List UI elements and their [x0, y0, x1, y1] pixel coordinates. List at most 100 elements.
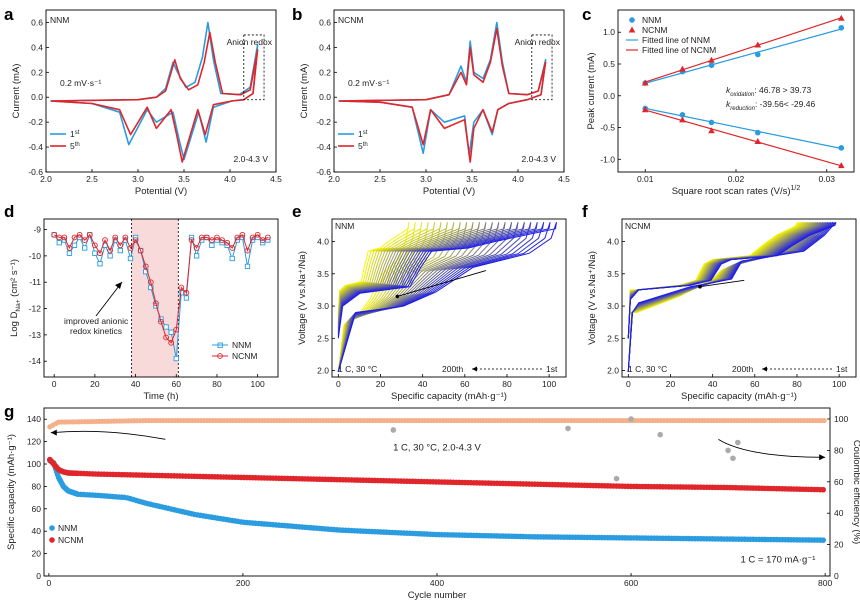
point-NCNM — [107, 247, 113, 254]
ce-outlier-point — [735, 439, 741, 446]
panel-label-a: a — [4, 5, 14, 24]
point-NCNM — [147, 279, 154, 286]
point-NCNM — [97, 250, 103, 257]
profile-cycle — [337, 222, 423, 372]
ce-outlier-point — [628, 416, 634, 422]
legend-sup-5th: th — [363, 142, 368, 148]
x-axis-label: Square root scan rates (V/s)1/2 — [672, 185, 801, 197]
point-NNM — [183, 295, 190, 301]
legend-label-ncnm: NCNM — [58, 535, 84, 545]
y-axis-label: Voltage (V vs.Na⁺/Na) — [587, 251, 598, 345]
point-NCNM — [51, 231, 58, 238]
profile-cycle — [337, 222, 410, 372]
point-NCNM — [137, 247, 144, 254]
y2-axis-label: Coulombic efficiency (%) — [851, 440, 860, 544]
profile-cycle — [337, 222, 448, 372]
y-tick-label: -10 — [29, 251, 42, 261]
peak-current-chart: 0.01 0.02 0.03 -1.0 -0.5 0.0 0.5 1.0 Square root… — [586, 9, 855, 197]
point-NCNM — [163, 334, 169, 341]
x-tick-label: 2.5 — [374, 174, 386, 184]
point-NNM — [97, 261, 103, 267]
y2-tick-label: 0 — [834, 571, 839, 581]
y-axis-label: Voltage (V vs.Na⁺/Na) — [297, 251, 308, 345]
fit-line-NCNM-oxidation — [645, 17, 842, 83]
point-NCNM — [224, 239, 230, 246]
capacity-point-nnm — [820, 537, 827, 543]
y-tick-label: 3.0 — [607, 301, 619, 311]
point-NCNM — [837, 162, 845, 169]
voltage-profile-nnm: 0 20 40 60 80 100 2.0 2.5 3.0 3.5 4.0 Specific capa… — [297, 218, 567, 402]
y-tick-label: 2.0 — [317, 366, 329, 376]
point-NCNM — [183, 289, 190, 296]
last-cycle-label: 200th — [732, 364, 754, 374]
point-NNM — [754, 129, 761, 136]
legend-label-1st: 1st — [70, 129, 80, 139]
y2-tick-label: 20 — [834, 540, 844, 550]
k-oxidation-sub: oxidation — [730, 92, 755, 98]
x-tick-label: 60 — [460, 379, 470, 389]
x-tick-label: 4.0 — [224, 174, 236, 184]
y-tick-label: 20 — [32, 549, 42, 559]
y-tick-label: -9 — [33, 225, 41, 235]
arrow-to-left-axis-head — [50, 429, 57, 436]
point-NNM — [754, 51, 761, 58]
legend-marker-nnm — [49, 525, 55, 531]
plot-frame — [331, 218, 567, 378]
point-NCNM — [249, 234, 256, 241]
y-tick-label: -0.6 — [316, 167, 331, 177]
arrow-to-right-axis — [718, 438, 826, 458]
x-tick-label: 40 — [418, 379, 428, 389]
y-tick-label: 0.2 — [319, 67, 331, 77]
y-tick-label: 4.0 — [317, 237, 329, 247]
x-tick-label: 2.5 — [86, 174, 98, 184]
y-tick-label: -0.4 — [28, 142, 43, 152]
x-tick-label: 0.03 — [818, 174, 835, 184]
anion-redox-label: Anion redox — [515, 37, 561, 47]
point-NCNM — [259, 237, 266, 243]
x-tick-label: 2.0 — [328, 174, 340, 184]
first-cycle-label: 1st — [546, 364, 558, 374]
x-axis-label: Specific capacity (mAh·g⁻¹) — [681, 391, 797, 402]
panel-label-g: g — [4, 402, 14, 421]
x-axis-label: Potential (V) — [423, 186, 475, 197]
x-tick-label: 80 — [212, 379, 222, 389]
point-NCNM — [708, 127, 715, 134]
x-tick-label: 3.5 — [466, 174, 478, 184]
x-tick-label: 0 — [336, 379, 341, 389]
x-axis-label: Time (h) — [143, 391, 178, 402]
y-tick-label: 3.5 — [317, 269, 329, 279]
legend-marker-ncnm — [49, 537, 55, 543]
y2-tick-label: 100 — [834, 414, 848, 424]
legend-label-fit-nnm: Fitted line of NNM — [642, 35, 710, 45]
legend-label-1st: 1st — [358, 129, 368, 139]
diffusion-chart: 0 20 40 60 80 100 -14 -13 -12 -11 -10 -9 Time (h) Log… — [9, 218, 279, 402]
x-tick-label: 3.0 — [420, 174, 432, 184]
point-NNM — [193, 253, 200, 259]
panel-label-e: e — [292, 202, 301, 221]
annotation-text-line1: improved anionic — [64, 316, 129, 326]
y-tick-label: 120 — [27, 437, 41, 447]
legend-label-ncnm: NCNM — [232, 351, 258, 361]
y-tick-label: 0.6 — [319, 17, 331, 27]
y-tick-label: -11 — [29, 277, 41, 287]
capacity-point-ncnm — [820, 486, 827, 493]
point-NCNM — [142, 263, 149, 270]
y-tick-label: -0.2 — [316, 117, 331, 127]
x-tick-label: 100 — [542, 379, 556, 389]
legend-label-5th: 5th — [358, 141, 368, 151]
point-NNM — [229, 255, 235, 262]
x-tick-label: 80 — [792, 379, 802, 389]
y-tick-label: -0.4 — [316, 142, 331, 152]
panel-label-f: f — [582, 202, 588, 221]
fit-line-NNM-reduction — [645, 107, 842, 150]
point-NCNM — [641, 79, 649, 86]
ce-outlier-point — [390, 427, 397, 433]
legend-sup-5th: th — [75, 142, 80, 148]
point-NNM — [244, 263, 251, 270]
condition-label: 1 C, 30 °C, 2.0-4.3 V — [393, 443, 481, 454]
legend-label-nnm: NNM — [58, 523, 77, 533]
y-tick-label: -12 — [29, 304, 42, 314]
point-NCNM — [61, 234, 68, 241]
x-tick-label: 200 — [236, 578, 250, 588]
y2-tick-label: 80 — [834, 445, 844, 455]
